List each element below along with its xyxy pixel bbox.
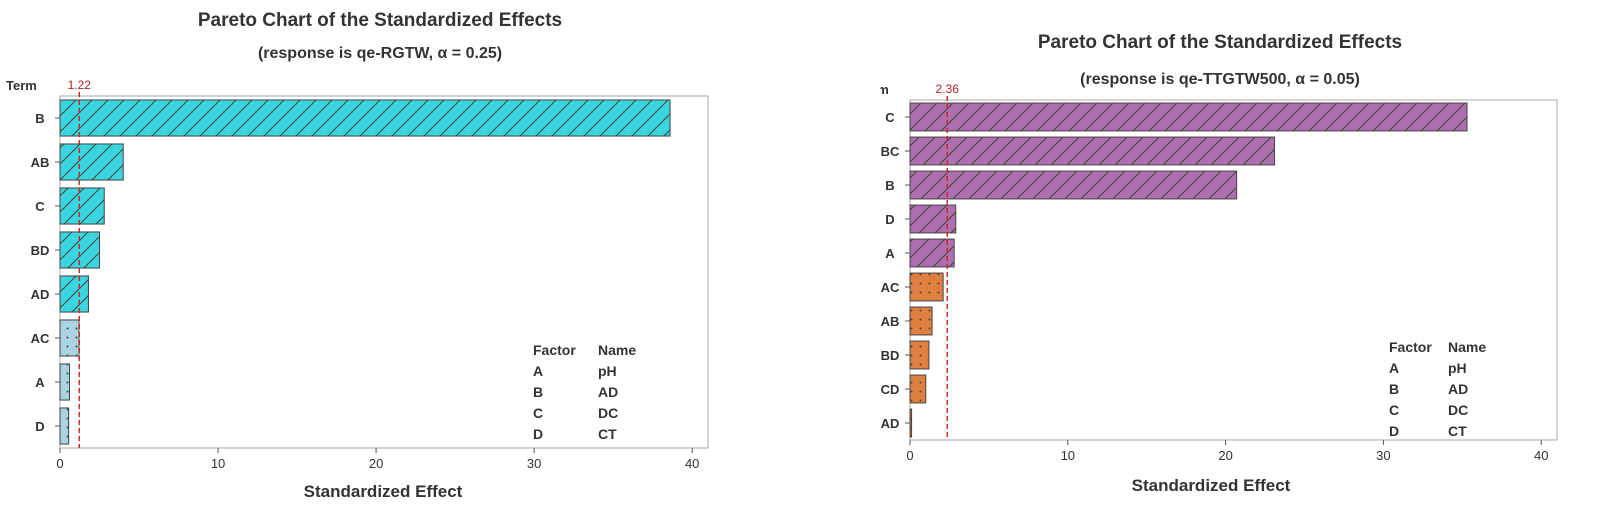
- category-label-C: C: [885, 110, 895, 125]
- bar-pattern-AD: [910, 409, 912, 437]
- legend-factor-B: B: [1389, 381, 1399, 397]
- category-label-D: D: [35, 419, 44, 434]
- x-tick-label: 10: [211, 456, 225, 471]
- x-axis-label: Standardized Effect: [1132, 476, 1291, 495]
- y-axis-label: Term: [880, 82, 889, 97]
- bar-pattern-B: [60, 99, 671, 137]
- category-label-AB: AB: [31, 155, 50, 170]
- legend-name-D: CT: [1448, 423, 1467, 439]
- category-label-C: C: [35, 199, 45, 214]
- category-label-D: D: [885, 212, 894, 227]
- plot-frame: [59, 95, 709, 449]
- reference-line-label: 1.22: [68, 78, 92, 92]
- x-tick-label: 40: [1534, 448, 1548, 463]
- legend-factor-C: C: [1389, 402, 1399, 418]
- pareto-chart-left-svg: Pareto Chart of the Standardized Effects…: [6, 10, 709, 501]
- category-label-BD: BD: [31, 243, 50, 258]
- x-tick-label: 10: [1061, 448, 1075, 463]
- bar-pattern-C: [60, 187, 105, 225]
- legend-factor-A: A: [1389, 360, 1399, 376]
- bar-pattern-C: [910, 103, 1468, 131]
- bar-pattern-AB: [910, 307, 933, 335]
- factor-legend: Factor Name A pH B AD C DC D CT: [1389, 339, 1486, 439]
- category-label-B: B: [885, 178, 894, 193]
- chart-subtitle: (response is qe-TTGTW500, α = 0.05): [1080, 71, 1360, 88]
- factor-legend: Factor Name A pH B AD C DC D CT: [533, 342, 636, 442]
- category-label-B: B: [35, 111, 44, 126]
- x-tick-label: 40: [685, 456, 699, 471]
- category-label-AC: AC: [881, 280, 900, 295]
- bar-pattern-CD: [910, 375, 926, 403]
- pareto-chart-right-svg: Pareto Chart of the Standardized Effects…: [880, 32, 1558, 495]
- category-label-BC: BC: [881, 144, 900, 159]
- legend-name-A: pH: [598, 363, 617, 379]
- chart-title: Pareto Chart of the Standardized Effects: [1038, 32, 1402, 53]
- x-tick-label: 0: [906, 448, 913, 463]
- legend-header-name: Name: [1448, 339, 1486, 355]
- x-tick-label: 30: [1376, 448, 1390, 463]
- legend-name-D: CT: [598, 426, 617, 442]
- plot-frame: [909, 99, 1558, 441]
- legend-factor-C: C: [533, 405, 543, 421]
- x-tick-label: 20: [369, 456, 383, 471]
- category-label-AD: AD: [881, 416, 900, 431]
- x-tick-label: 30: [527, 456, 541, 471]
- pareto-chart-right: Pareto Chart of the Standardized Effects…: [880, 0, 1620, 522]
- chart-title: Pareto Chart of the Standardized Effects: [198, 10, 562, 31]
- category-label-BD: BD: [881, 348, 900, 363]
- chart-subtitle: (response is qe-RGTW, α = 0.25): [258, 45, 502, 62]
- bar-pattern-AD: [60, 275, 89, 313]
- category-label-CD: CD: [881, 382, 900, 397]
- legend-factor-D: D: [1389, 423, 1399, 439]
- legend-header-name: Name: [598, 342, 636, 358]
- category-label-A: A: [35, 375, 45, 390]
- legend-factor-A: A: [533, 363, 543, 379]
- legend-header-factor: Factor: [1389, 339, 1432, 355]
- category-label-AD: AD: [31, 287, 50, 302]
- bar-pattern-B: [910, 171, 1237, 199]
- x-tick-label: 0: [56, 456, 63, 471]
- legend-name-C: DC: [598, 405, 618, 421]
- bar-pattern-AB: [60, 143, 124, 181]
- y-axis-label: Term: [6, 78, 37, 93]
- category-label-AC: AC: [31, 331, 50, 346]
- bar-pattern-A: [60, 363, 70, 401]
- legend-name-B: AD: [598, 384, 618, 400]
- legend-header-factor: Factor: [533, 342, 576, 358]
- x-axis-label: Standardized Effect: [304, 482, 463, 501]
- legend-factor-B: B: [533, 384, 543, 400]
- bar-pattern-AC: [60, 319, 79, 357]
- bar-pattern-AC: [910, 273, 944, 301]
- x-tick-label: 20: [1218, 448, 1232, 463]
- legend-name-C: DC: [1448, 402, 1468, 418]
- category-label-A: A: [885, 246, 895, 261]
- bar-pattern-D: [60, 407, 69, 445]
- bar-pattern-BD: [910, 341, 929, 369]
- legend-name-A: pH: [1448, 360, 1467, 376]
- bar-pattern-BC: [910, 137, 1275, 165]
- legend-factor-D: D: [533, 426, 543, 442]
- bar-pattern-D: [910, 205, 956, 233]
- category-label-AB: AB: [881, 314, 900, 329]
- pareto-chart-left: Pareto Chart of the Standardized Effects…: [6, 10, 709, 501]
- legend-name-B: AD: [1448, 381, 1468, 397]
- reference-line-label: 2.36: [936, 82, 960, 96]
